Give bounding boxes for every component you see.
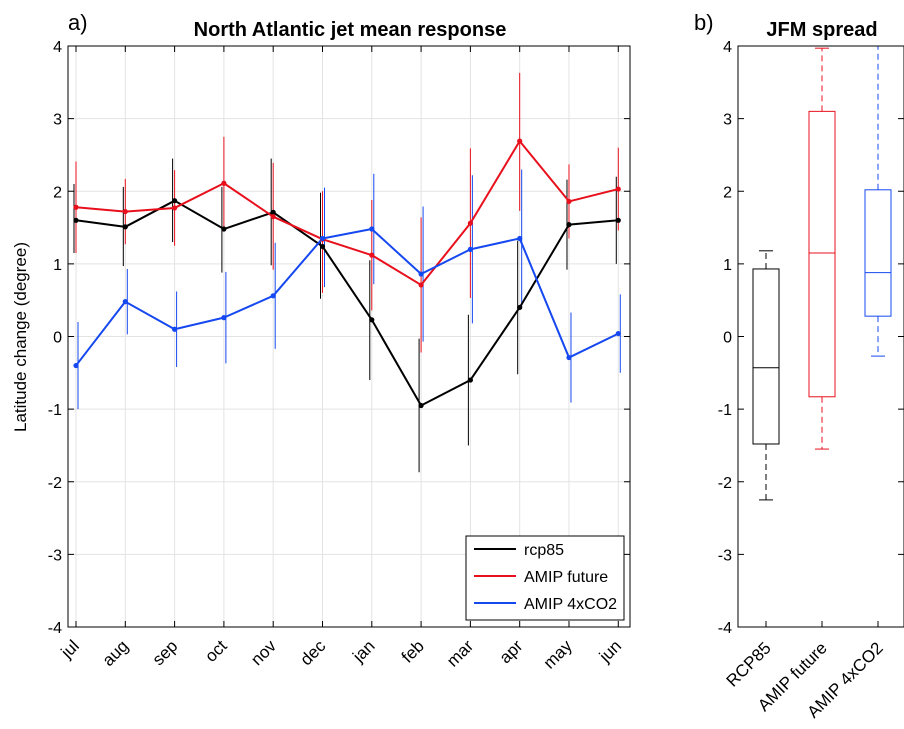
series-line-amip-4xco2 xyxy=(75,228,619,367)
data-point-rcp85 xyxy=(369,317,375,323)
data-point-amip-4xco2 xyxy=(418,271,424,277)
legend-entry-amip-future: AMIP future xyxy=(524,569,608,586)
box-rcp85 xyxy=(752,268,780,445)
data-point-amip-future xyxy=(171,205,178,211)
y-tick-label: 1 xyxy=(723,257,732,274)
data-point-rcp85 xyxy=(171,198,178,204)
data-point-rcp85 xyxy=(517,304,523,311)
panel-a-x-tick-labels: jul aug sep oct nov dec jan feb mar apr may jun xyxy=(57,636,625,672)
data-point-rcp85 xyxy=(73,217,79,223)
data-point-amip-future xyxy=(122,208,128,215)
y-tick-label: 4 xyxy=(723,39,732,56)
data-point-amip-future xyxy=(369,252,375,258)
x-tick-label-aug: aug xyxy=(99,636,132,669)
x-tick-label-sep: sep xyxy=(149,636,182,669)
panel-a-ticks xyxy=(68,45,630,628)
panel-a-title: North Atlantic jet mean response xyxy=(194,19,507,41)
data-point-rcp85 xyxy=(418,402,424,409)
data-point-rcp85 xyxy=(615,217,621,223)
data-point-rcp85 xyxy=(319,243,326,250)
y-tick-label: -1 xyxy=(718,402,732,419)
panel-b-y-tick-labels: -4 -3 -2 -1 0 1 2 3 4 xyxy=(718,39,732,637)
data-point-amip-4xco2 xyxy=(221,315,227,321)
y-tick-label: 2 xyxy=(723,184,732,201)
y-tick-label: -4 xyxy=(48,620,62,637)
y-tick-label: 3 xyxy=(53,112,62,129)
data-point-rcp85 xyxy=(221,226,227,232)
y-tick-label: 3 xyxy=(723,112,732,129)
data-point-amip-4xco2 xyxy=(566,354,572,361)
data-point-rcp85 xyxy=(122,224,128,230)
panel-b-label: b) xyxy=(694,10,714,35)
data-point-amip-future xyxy=(517,138,523,144)
legend: rcp85 AMIP future AMIP 4xCO2 xyxy=(465,535,625,621)
legend-entry-amip-4xco2: AMIP 4xCO2 xyxy=(524,596,617,613)
panel-b-axes-frame xyxy=(737,45,904,628)
data-point-amip-4xco2 xyxy=(171,326,178,332)
x-tick-label-feb: feb xyxy=(398,636,428,666)
data-point-amip-4xco2 xyxy=(73,362,79,369)
panel-a-y-tick-labels: -4 -3 -2 -1 0 1 2 3 4 xyxy=(48,39,62,637)
data-point-amip-4xco2 xyxy=(517,235,523,242)
x-tick-label-dec: dec xyxy=(296,636,329,669)
data-point-amip-4xco2 xyxy=(467,246,473,252)
data-point-amip-4xco2 xyxy=(319,235,326,242)
x-tick-label-jul: jul xyxy=(57,636,83,662)
data-point-amip-future xyxy=(73,204,79,210)
data-point-amip-future xyxy=(467,220,473,226)
data-point-amip-4xco2 xyxy=(270,293,276,299)
panel-b-title: JFM spread xyxy=(766,19,877,41)
y-tick-label: 4 xyxy=(53,39,62,56)
panel-a-series-lines xyxy=(75,140,619,407)
y-tick-label: -3 xyxy=(718,547,732,564)
data-point-rcp85 xyxy=(566,222,572,228)
data-point-amip-4xco2 xyxy=(122,299,128,305)
y-tick-label: -1 xyxy=(48,402,62,419)
data-point-amip-future xyxy=(418,282,424,288)
panel-a: a) North Atlantic jet mean response Lati… xyxy=(11,10,631,673)
panel-a-error-bars xyxy=(73,72,621,473)
y-tick-label: -2 xyxy=(48,475,62,492)
data-point-amip-future xyxy=(270,214,276,220)
box-amip-4xco2 xyxy=(864,189,892,317)
x-tick-label-may: may xyxy=(540,636,576,672)
y-tick-label: -4 xyxy=(718,620,732,637)
x-tick-label-nov: nov xyxy=(247,636,280,669)
data-point-rcp85 xyxy=(467,377,473,383)
series-line-amip-future xyxy=(75,140,619,286)
panel-a-points xyxy=(73,138,621,409)
y-tick-label: -3 xyxy=(48,547,62,564)
data-point-amip-future xyxy=(615,186,621,192)
box-amip-future xyxy=(808,110,836,398)
y-tick-label: -2 xyxy=(718,475,732,492)
y-tick-label: 2 xyxy=(53,184,62,201)
y-tick-label: 1 xyxy=(53,257,62,274)
series-line-rcp85 xyxy=(75,199,619,407)
x-tick-label-mar: mar xyxy=(443,636,477,670)
panel-a-label: a) xyxy=(68,10,88,35)
panel-a-y-axis-label: Latitude change (degree) xyxy=(11,242,30,432)
panel-b-ticks xyxy=(738,45,904,628)
x-tick-label-jan: jan xyxy=(348,636,378,666)
x-tick-label-oct: oct xyxy=(201,636,231,666)
data-point-amip-4xco2 xyxy=(615,330,621,337)
data-point-rcp85 xyxy=(270,209,276,215)
legend-entry-rcp85: rcp85 xyxy=(524,542,564,559)
x-tick-label-rcp85: RCP85 xyxy=(723,638,775,690)
data-point-amip-future xyxy=(566,198,572,205)
y-tick-label: 0 xyxy=(53,330,62,347)
data-point-amip-future xyxy=(221,180,227,186)
x-tick-label-apr: apr xyxy=(496,636,527,667)
data-point-amip-4xco2 xyxy=(369,226,375,232)
x-tick-label-jun: jun xyxy=(595,636,625,666)
y-tick-label: 0 xyxy=(723,330,732,347)
panel-b-boxes xyxy=(752,45,892,501)
